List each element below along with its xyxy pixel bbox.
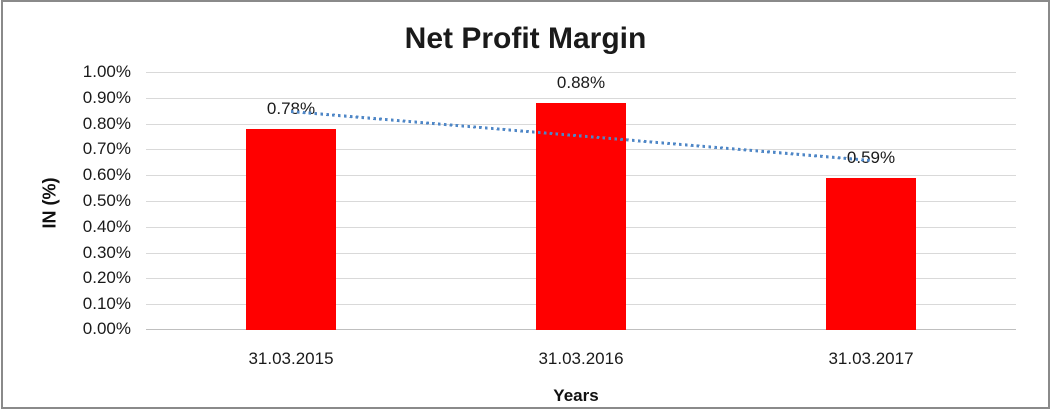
y-tick-label: 0.70%: [82, 139, 131, 159]
y-tick-label: 0.90%: [82, 87, 131, 107]
chart-title: Net Profit Margin: [404, 22, 647, 55]
gridline: [146, 97, 1016, 99]
y-tick-label: 1.00%: [82, 62, 131, 81]
x-axis-title: Years: [553, 386, 599, 405]
y-tick-label: 0.80%: [82, 113, 131, 133]
plot-area: 0.78% 0.88% 0.59%: [146, 72, 1016, 330]
chart-frame: Net Profit Margin IN (%) Years 0.78% 0.88…: [1, 0, 1050, 409]
y-tick-label: 0.20%: [82, 268, 131, 288]
y-tick-label: 0.50%: [82, 191, 131, 210]
bar-31.03.2017: [826, 177, 916, 330]
y-tick-label: 0.00%: [82, 319, 131, 338]
y-tick-label: 0.30%: [82, 242, 131, 262]
x-tick-label: 31.03.2015: [248, 349, 334, 368]
bar-31.03.2015: [246, 128, 336, 330]
y-tick-label: 0.10%: [82, 294, 131, 314]
y-tick-label: 0.60%: [82, 165, 131, 185]
bar-31.03.2016: [536, 102, 626, 330]
gridline: [146, 72, 1016, 73]
y-tick-label: 0.40%: [82, 216, 131, 236]
x-tick-label: 31.03.2016: [538, 349, 624, 368]
data-label: 0.88%: [556, 72, 606, 92]
data-label: 0.59%: [846, 147, 896, 167]
x-tick-label: 31.03.2017: [828, 349, 914, 368]
